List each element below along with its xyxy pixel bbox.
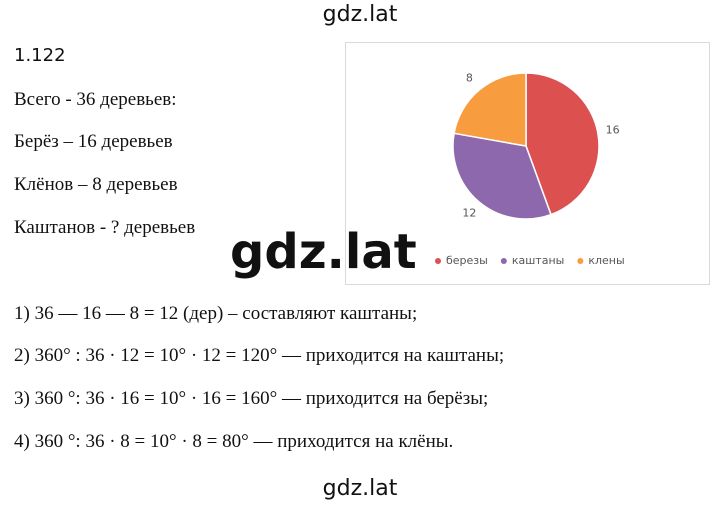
data-label: 12 — [462, 206, 476, 219]
pie-slice — [525, 72, 600, 216]
problem-number: 1.122 — [14, 45, 66, 66]
legend-marker — [577, 258, 584, 264]
pie-slice — [453, 72, 527, 147]
watermark: gdz.lat — [322, 2, 398, 27]
data-label: 8 — [466, 72, 473, 85]
pie-chart: 16 12 8 березы каштаны клены — [345, 42, 710, 285]
legend-label: клены — [588, 254, 624, 267]
solution-line: 2) 360° : 36 · 12 = 10° · 12 = 120° — пр… — [14, 345, 505, 366]
given-line: Всего - 36 деревьев: — [14, 89, 177, 110]
solution-line: 1) 36 — 16 — 8 = 12 (дер) – составляют к… — [14, 303, 418, 324]
pie-slice — [452, 132, 552, 220]
solution-line: 4) 360 °: 36 · 8 = 10° · 8 = 80° — прихо… — [14, 431, 454, 452]
given-line: Берёз – 16 деревьев — [14, 131, 173, 152]
data-label: 16 — [606, 124, 620, 137]
watermark: gdz.lat — [230, 224, 417, 280]
given-line: Клёнов – 8 деревьев — [14, 174, 178, 195]
legend-label: каштаны — [512, 254, 564, 267]
legend-marker — [500, 258, 507, 264]
legend-label: березы — [446, 254, 488, 267]
watermark: gdz.lat — [322, 476, 398, 501]
given-line: Каштанов - ? деревьев — [14, 217, 196, 238]
legend-marker — [435, 258, 441, 264]
solution-line: 3) 360 °: 36 · 16 = 10° · 16 = 160° — пр… — [14, 388, 489, 409]
